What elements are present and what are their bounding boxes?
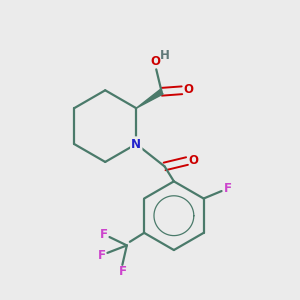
Text: O: O	[189, 154, 199, 167]
Text: O: O	[184, 83, 194, 96]
Text: N: N	[131, 137, 141, 151]
Text: F: F	[119, 265, 127, 278]
Text: O: O	[151, 55, 161, 68]
Polygon shape	[136, 89, 163, 108]
Text: F: F	[98, 249, 105, 262]
Text: H: H	[160, 49, 170, 62]
Text: F: F	[224, 182, 232, 195]
Text: F: F	[100, 228, 107, 241]
